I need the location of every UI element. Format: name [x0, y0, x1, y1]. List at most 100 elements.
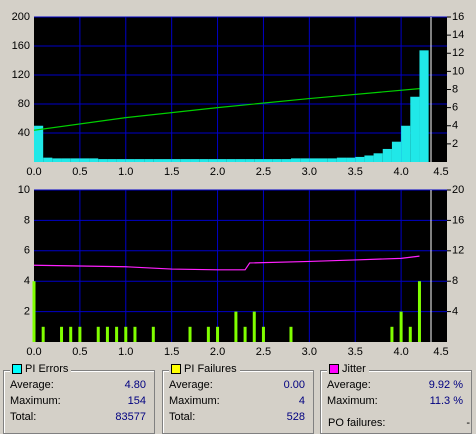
y-tick-label: 10 — [18, 184, 30, 196]
ptitle: PI Errors — [10, 363, 72, 375]
y2-tick-label: 4 — [452, 306, 458, 318]
y2-tick-label: 20 — [452, 184, 464, 196]
panel: PI Failures Average: 0.00 Maximum: 4 Total: 52… — [162, 363, 314, 434]
bar — [206, 326, 210, 342]
bar — [355, 156, 365, 162]
x-tick-label: 0.5 — [72, 346, 87, 358]
bar — [43, 157, 53, 162]
x-tick-label: 1.5 — [164, 346, 179, 358]
x-tick-label: 2.0 — [210, 166, 225, 178]
x-tick-label: 1.0 — [118, 346, 133, 358]
ptitle: Jitter — [327, 363, 369, 375]
x-tick-label: 2.5 — [256, 166, 271, 178]
bar — [391, 141, 402, 162]
y-tick-label: 80 — [18, 98, 30, 110]
bar — [327, 158, 337, 162]
bar — [318, 158, 328, 162]
bar — [153, 159, 163, 162]
bar — [217, 159, 227, 162]
bar — [171, 159, 181, 162]
y2-tick-label: 6 — [452, 102, 458, 114]
y-tick-label: 2 — [24, 306, 30, 318]
panel-title: PI Failures — [184, 363, 237, 375]
row: Maximum: 154 — [10, 395, 146, 407]
y-tick-label: 6 — [24, 245, 30, 257]
bar — [32, 281, 36, 342]
bar — [60, 326, 64, 342]
bar — [309, 158, 319, 162]
stat-label: Total: — [169, 411, 196, 423]
bar — [281, 159, 291, 162]
bar — [289, 326, 293, 342]
bar — [346, 157, 356, 162]
bar — [419, 50, 429, 162]
stat-label: Average: — [327, 379, 371, 391]
x-tick-label: 0.0 — [26, 166, 41, 178]
bar — [373, 153, 383, 162]
bar — [234, 311, 238, 342]
bar — [290, 158, 301, 162]
row: Average: 9.92 % — [327, 379, 463, 391]
val: 4.80 — [124, 379, 146, 391]
bar — [243, 326, 247, 342]
sq — [329, 364, 339, 374]
row: Average: 4.80 — [10, 379, 146, 391]
bar — [216, 326, 220, 342]
bar — [180, 159, 191, 162]
bar — [408, 326, 412, 342]
bar — [107, 159, 117, 162]
line — [33, 255, 420, 271]
bar — [52, 158, 62, 162]
bar — [252, 311, 256, 342]
bar — [245, 159, 255, 162]
panel: Jitter Average: 9.92 % Maximum: 11.3 % — [320, 363, 472, 434]
bar — [144, 159, 154, 162]
x-tick-label: 4.5 — [433, 346, 448, 358]
bar — [272, 159, 282, 162]
bar — [134, 159, 145, 162]
bar — [364, 155, 374, 162]
x-tick-label: 1.0 — [118, 166, 133, 178]
y-tick-label: 160 — [12, 40, 30, 52]
bar — [96, 326, 100, 342]
bar — [226, 159, 236, 162]
bar — [300, 158, 310, 162]
stat-label: Maximum: — [169, 395, 220, 407]
bar — [263, 159, 273, 162]
y2-tick-label: 10 — [452, 65, 464, 77]
bar — [417, 281, 421, 342]
bar — [115, 326, 119, 342]
bar — [390, 326, 394, 342]
bar — [78, 326, 82, 342]
row: Maximum: 11.3 % — [327, 395, 463, 407]
x-tick-label: 4.5 — [433, 166, 448, 178]
bar — [208, 159, 218, 162]
bar — [89, 158, 99, 162]
stat-value: - — [466, 417, 470, 429]
bar — [124, 326, 128, 342]
y2-tick-label: 8 — [452, 275, 458, 287]
val: 0.00 — [283, 379, 305, 391]
bar — [69, 326, 73, 342]
plot-area — [34, 17, 447, 162]
stat-label: Maximum: — [327, 395, 378, 407]
x-tick-label: 3.0 — [302, 166, 317, 178]
val: 83577 — [115, 411, 146, 423]
x-tick-label: 0.5 — [72, 166, 87, 178]
bar — [105, 326, 109, 342]
x-tick-label: 3.5 — [348, 346, 363, 358]
x-tick-label: 3.0 — [302, 346, 317, 358]
bar — [133, 326, 137, 342]
bar — [125, 159, 135, 162]
y-tick-label: 120 — [12, 69, 30, 81]
row: Maximum: 4 — [169, 395, 305, 407]
y2-tick-label: 8 — [452, 83, 458, 95]
y-tick-label: 4 — [24, 275, 30, 287]
bar — [199, 159, 209, 162]
bar — [79, 158, 90, 162]
y2-tick-label: 12 — [452, 47, 464, 59]
bar — [34, 125, 44, 162]
x-tick-label: 2.5 — [256, 346, 271, 358]
